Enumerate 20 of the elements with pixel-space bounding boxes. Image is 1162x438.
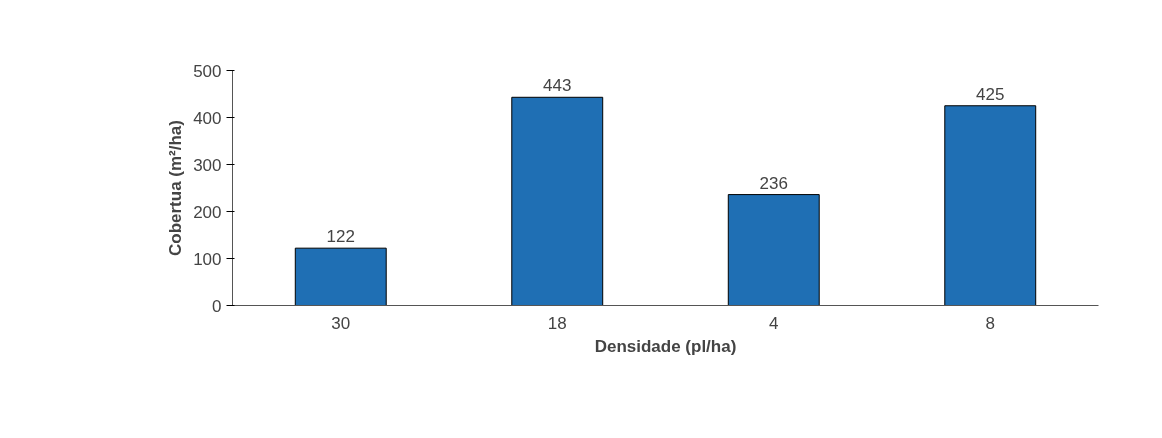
bar [727, 194, 820, 306]
data-label: 236 [759, 173, 788, 193]
y-tick-label: 100 [193, 249, 222, 269]
y-tick-label: 300 [193, 155, 222, 175]
x-axis-title: Densidade (pl/ha) [594, 336, 737, 356]
data-label: 443 [543, 76, 572, 96]
data-label: 122 [326, 227, 355, 247]
y-tick-label: 0 [212, 296, 222, 316]
y-axis-title: Cobertua (m²/ha) [166, 120, 186, 256]
bar [511, 96, 604, 306]
x-tick-label: 8 [985, 313, 995, 333]
bar [944, 105, 1037, 306]
x-tick-label: 4 [769, 313, 779, 333]
x-tick-label: 18 [547, 313, 567, 333]
y-tick-label: 400 [193, 108, 222, 128]
y-tick-label: 200 [193, 202, 222, 222]
bar [294, 247, 387, 306]
x-tick-label: 30 [331, 313, 351, 333]
data-label: 425 [976, 84, 1005, 104]
y-tick-label: 500 [193, 61, 222, 81]
